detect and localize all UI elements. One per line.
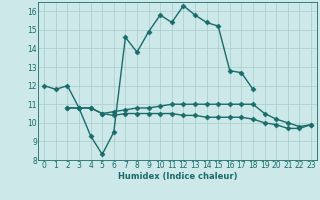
X-axis label: Humidex (Indice chaleur): Humidex (Indice chaleur) (118, 172, 237, 181)
